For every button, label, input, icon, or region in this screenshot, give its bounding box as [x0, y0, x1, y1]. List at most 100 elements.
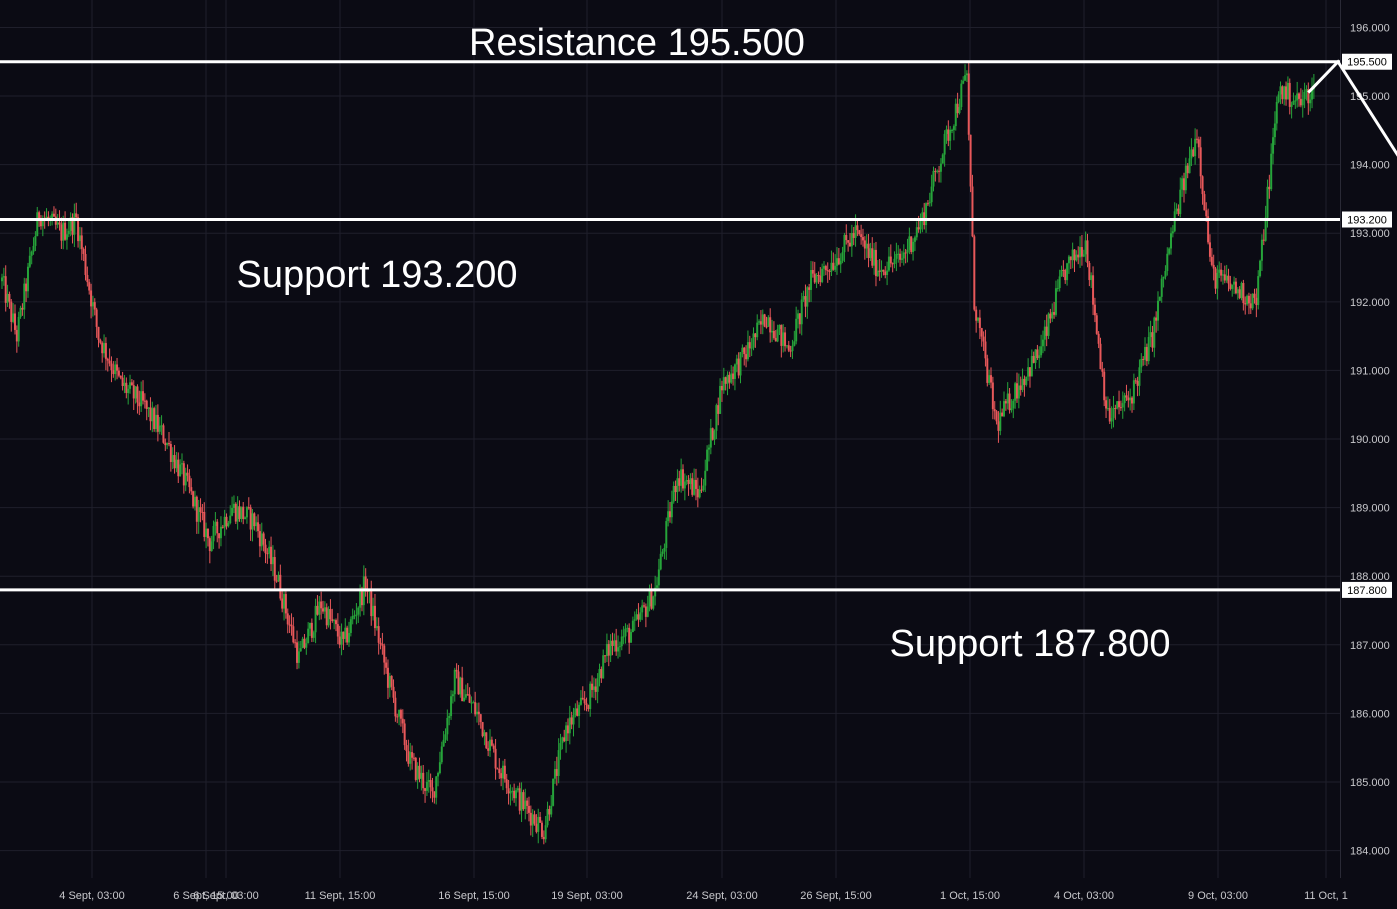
candle-body: [1240, 283, 1243, 299]
candle-body: [1201, 176, 1204, 195]
candle-body: [1270, 153, 1273, 190]
candle-body: [1268, 186, 1271, 190]
candle-body: [492, 745, 495, 749]
candle-body: [160, 425, 163, 427]
candle-body: [277, 574, 280, 582]
candle-body: [73, 213, 76, 235]
candle-body: [1079, 247, 1082, 258]
candle-body: [1301, 99, 1304, 106]
candle-body: [1158, 296, 1161, 301]
candle-body: [236, 506, 239, 522]
candle-body: [722, 377, 725, 391]
candle-body: [1086, 240, 1089, 263]
candle-body: [874, 249, 877, 277]
candle-body: [1093, 304, 1096, 316]
candle-body: [776, 329, 779, 342]
candle-body: [745, 354, 748, 360]
candle-body: [633, 619, 636, 621]
candle-body: [1025, 376, 1028, 385]
candle-body: [192, 491, 195, 507]
candle-body: [470, 702, 473, 704]
candle-body: [756, 322, 759, 338]
candle-body: [589, 683, 592, 709]
candle-body: [195, 496, 198, 522]
candle-body: [713, 430, 716, 440]
candle-body: [257, 522, 260, 532]
candle-body: [728, 374, 731, 383]
candle-body: [715, 405, 718, 431]
candle-body: [847, 240, 850, 243]
candle-body: [91, 302, 94, 307]
candle-body: [797, 313, 800, 319]
candle-body: [1305, 89, 1308, 93]
candle-body: [288, 624, 291, 626]
candle-body: [375, 626, 378, 629]
candle-body: [17, 316, 20, 342]
candle-body: [529, 812, 532, 826]
candle-body: [489, 739, 492, 751]
candle-body: [318, 601, 321, 615]
candle-body: [1205, 210, 1208, 217]
candle-body: [340, 631, 343, 645]
candle-body: [1216, 272, 1219, 289]
levels: 195.500 193.200 187.800: [0, 53, 1392, 598]
candle-body: [212, 525, 215, 542]
candle-body: [437, 773, 440, 777]
candle-body: [1288, 82, 1291, 107]
candle-body: [338, 636, 341, 645]
candle-body: [975, 309, 978, 321]
candle-body: [1088, 262, 1091, 281]
candle-body: [158, 425, 161, 432]
candle-body: [440, 746, 443, 763]
y-tick-label: 189.000: [1350, 503, 1390, 515]
candle-body: [726, 374, 729, 384]
candle-body: [1105, 400, 1108, 409]
candle-body: [691, 478, 694, 495]
candle-body: [819, 275, 822, 283]
x-tick-label: 6 Sept, 03:00: [193, 890, 258, 902]
candle-body: [815, 275, 818, 283]
candle-body: [1067, 256, 1070, 264]
candle-body: [709, 428, 712, 448]
candle-body: [1307, 89, 1310, 104]
candle-body: [45, 216, 48, 219]
candle-body: [249, 507, 252, 530]
candle-body: [576, 708, 579, 716]
candle-body: [511, 790, 514, 792]
candle-body: [349, 619, 352, 633]
candle-body: [594, 686, 597, 692]
candle-body: [1227, 275, 1230, 284]
candle-body: [656, 585, 659, 588]
candle-body: [598, 669, 601, 679]
candle-body: [476, 711, 479, 715]
candle-body: [481, 722, 484, 737]
candle-body: [678, 478, 681, 486]
candle-body: [197, 507, 200, 522]
candle-body: [657, 569, 660, 586]
candle-body: [351, 615, 354, 620]
candle-body: [509, 791, 512, 794]
candle-body: [522, 792, 525, 809]
candle-body: [245, 507, 248, 518]
candle-body: [186, 472, 189, 476]
candle-body: [1049, 313, 1052, 319]
candle-body: [1253, 293, 1256, 298]
candle-body: [886, 270, 889, 276]
candle-body: [1071, 249, 1074, 261]
candle-body: [687, 479, 690, 485]
candle-body: [973, 236, 976, 310]
candle-body: [990, 375, 993, 383]
candle-body: [262, 533, 265, 545]
candle-body: [1309, 99, 1312, 104]
candle-body: [852, 232, 855, 238]
candle-body: [520, 792, 523, 811]
candle-body: [717, 405, 720, 414]
candle-body: [103, 343, 106, 354]
level-annotation: Support 187.800: [889, 623, 1170, 665]
candle-body: [218, 533, 221, 539]
candle-body: [1244, 303, 1247, 305]
candle-body: [290, 624, 293, 627]
candle-body: [956, 103, 959, 114]
candle-body: [379, 642, 382, 645]
candle-body: [800, 299, 803, 325]
